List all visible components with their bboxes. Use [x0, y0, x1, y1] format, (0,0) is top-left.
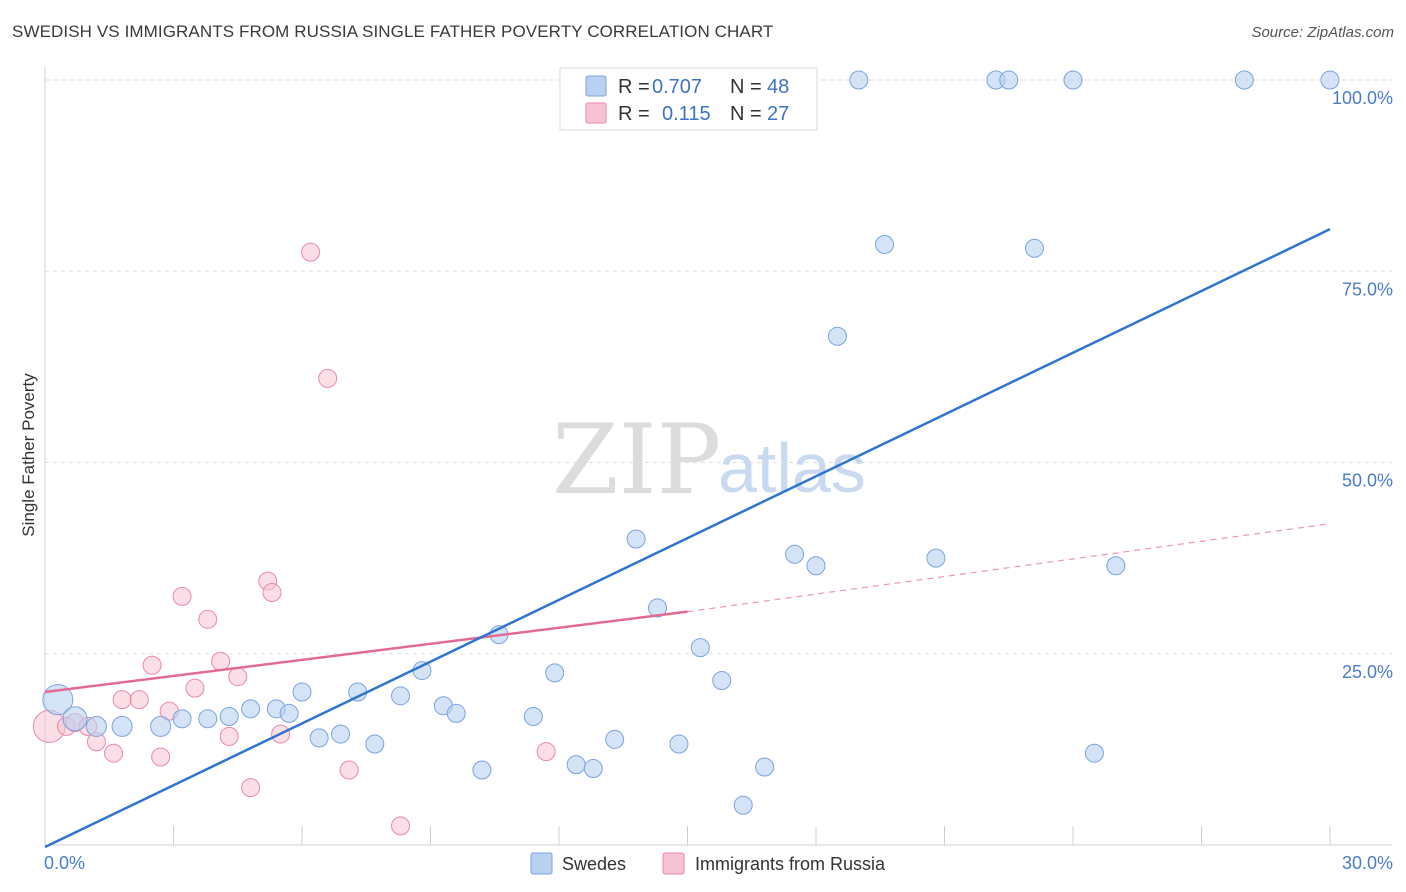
y-axis-title: Single Father Poverty: [19, 373, 38, 537]
swedes-point: [785, 544, 805, 564]
swedes-point: [150, 715, 172, 737]
swedes-point: [926, 548, 946, 568]
russia-point: [129, 690, 149, 710]
legend-r-label: R =: [618, 103, 650, 125]
gridlines: [45, 79, 1392, 655]
russia-point: [241, 778, 261, 798]
russia-point: [198, 609, 218, 629]
swedes-point: [755, 757, 775, 777]
swedes-point: [292, 682, 312, 702]
swedes-point: [545, 663, 565, 683]
legend-r-value-swedes: 0.707: [652, 76, 702, 98]
russia-point: [318, 368, 338, 388]
swedes-trend-line: [44, 228, 1331, 849]
swedes-point: [85, 715, 107, 737]
russia-point: [219, 726, 239, 746]
swedes-point: [331, 724, 351, 744]
series-swatch-russia: [662, 852, 685, 875]
swedes-point: [111, 715, 133, 737]
swedes-point: [806, 556, 826, 576]
swedes-point: [523, 706, 543, 726]
legend-n-value-russia: 27: [767, 103, 789, 125]
tick-labels: 25.0% 50.0% 75.0% 100.0% 0.0% 30.0%: [44, 88, 1393, 873]
watermark-zip: ZIP: [552, 404, 721, 516]
y-tick-label: 50.0%: [1342, 471, 1393, 491]
swedes-point: [198, 709, 218, 729]
swedes-point: [566, 755, 586, 775]
swedes-point: [827, 326, 847, 346]
russia-point: [391, 816, 411, 836]
swedes-point: [1320, 70, 1340, 90]
y-tick-label: 100.0%: [1332, 88, 1393, 108]
swedes-point: [1106, 556, 1126, 576]
swedes-point: [172, 709, 192, 729]
legend-swatch-swedes: [585, 75, 607, 97]
watermark-atlas: atlas: [718, 429, 866, 507]
swedes-point: [875, 234, 895, 254]
swedes-point: [583, 759, 603, 778]
russia-trend-line: [44, 610, 688, 694]
legend-swatch-russia: [585, 102, 607, 124]
russia-point: [211, 651, 231, 671]
swedes-point: [605, 729, 625, 749]
russia-point: [185, 678, 205, 698]
russia-point: [151, 747, 171, 767]
russia-point: [536, 742, 556, 762]
series-label-russia: Immigrants from Russia: [695, 854, 886, 874]
y-tick-label: 75.0%: [1342, 279, 1393, 299]
legend-r-value-russia: 0.115: [662, 103, 711, 125]
russia-point: [339, 760, 359, 780]
swedes-point: [849, 70, 869, 90]
y-tick-label: 25.0%: [1342, 662, 1393, 682]
trend-lines: [44, 228, 1331, 849]
swedes-point: [62, 706, 88, 732]
swedes-point: [446, 703, 466, 723]
swedes-point: [733, 795, 753, 815]
swedes-point: [1084, 743, 1104, 763]
swedes-point: [999, 70, 1019, 90]
axes: [44, 67, 1392, 846]
swedes-point: [391, 686, 411, 706]
russia-point: [301, 242, 321, 262]
series-legend: Swedes Immigrants from Russia: [530, 852, 886, 875]
russia-point: [228, 667, 248, 687]
swedes-point: [412, 661, 432, 681]
legend-n-value-swedes: 48: [767, 76, 789, 98]
russia-point: [142, 655, 162, 675]
swedes-point: [648, 598, 668, 618]
swedes-point: [626, 529, 646, 549]
russia-point: [172, 586, 192, 606]
swedes-point: [712, 671, 732, 691]
swedes-point: [669, 734, 689, 754]
swedes-point: [348, 682, 368, 702]
legend-n-label: N =: [730, 76, 762, 98]
swedes-point: [1024, 238, 1044, 258]
x-tick-label: 0.0%: [44, 853, 85, 873]
russia-point: [262, 583, 282, 603]
chart-title: SWEDISH VS IMMIGRANTS FROM RUSSIA SINGLE…: [12, 22, 774, 41]
russia-point: [112, 690, 132, 710]
swedes-point: [365, 734, 385, 754]
swedes-point: [309, 728, 329, 748]
swedes-point: [219, 706, 239, 726]
swedes-point: [1234, 70, 1254, 90]
series-label-swedes: Swedes: [562, 854, 626, 874]
data-points: [32, 70, 1340, 836]
legend-r-label: R =: [618, 76, 650, 98]
swedes-point: [241, 699, 261, 719]
chart-source: Source: ZipAtlas.com: [1251, 24, 1394, 41]
swedes-point: [472, 760, 492, 780]
swedes-point: [690, 638, 710, 658]
swedes-point: [279, 703, 299, 723]
swedes-point: [1063, 70, 1083, 90]
correlation-legend: R = 0.707 N = 48 R = 0.115 N = 27: [559, 67, 818, 131]
legend-n-label: N =: [730, 103, 762, 125]
series-swatch-swedes: [530, 852, 553, 875]
russia-trend-dashed: [687, 523, 1331, 613]
x-tick-label: 30.0%: [1342, 853, 1393, 873]
russia-point: [104, 743, 124, 763]
